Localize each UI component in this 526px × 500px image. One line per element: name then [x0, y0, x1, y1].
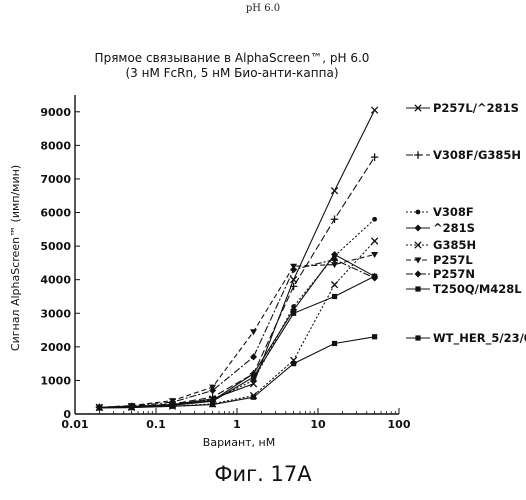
- legend-label: T250Q/M428L: [433, 282, 522, 296]
- legend-label: G385H: [433, 238, 476, 252]
- data-point: [250, 353, 257, 360]
- data-point: [291, 361, 296, 366]
- data-point: [251, 374, 256, 379]
- y-tick-label: 3000: [40, 307, 71, 320]
- legend-label: V308F: [433, 205, 474, 219]
- y-tick-label: 7000: [40, 173, 71, 186]
- data-point: [372, 274, 377, 279]
- data-point: [332, 294, 337, 299]
- legend-item: P257L: [406, 253, 473, 267]
- figure-caption: Фиг. 17А: [0, 462, 526, 486]
- data-point: [332, 341, 337, 346]
- data-point: [371, 252, 378, 258]
- chart-title-line1: Прямое связывание в AlphaScreen™, pH 6.0: [95, 51, 370, 65]
- legend-marker: [415, 271, 422, 278]
- y-tick-label: 6000: [40, 207, 71, 220]
- series-3: [97, 217, 377, 410]
- data-point: [250, 329, 257, 335]
- legend-item: P257N: [406, 267, 475, 281]
- chart-title-line2: (3 нМ FcRn, 5 нМ Био-анти-каппа): [125, 66, 338, 80]
- x-tick-label: 10: [310, 418, 326, 431]
- x-axis-label: Вариант, нМ: [203, 436, 275, 449]
- data-point: [129, 405, 134, 410]
- legend-item: WT_HER_5/23/05: [406, 331, 526, 346]
- data-point: [97, 405, 102, 410]
- y-tick-label: 4000: [40, 274, 71, 287]
- x-tick-label: 1: [233, 418, 241, 431]
- legend-item: T250Q/M428L: [406, 282, 522, 296]
- data-point: [372, 334, 377, 339]
- x-tick-label: 0.01: [61, 418, 88, 431]
- series-7: [96, 256, 378, 411]
- data-point: [371, 153, 378, 160]
- data-point: [291, 311, 296, 316]
- legend-item: P257L/^281S: [406, 101, 519, 115]
- data-point: [371, 107, 377, 113]
- legend-item: V308F: [406, 205, 474, 219]
- series-line: [99, 255, 374, 408]
- data-point: [331, 216, 338, 223]
- x-tick-label: 100: [388, 418, 411, 431]
- series-9: [97, 334, 377, 410]
- x-tick-label: 0.1: [146, 418, 166, 431]
- legend: P257L/^281SV308F/G385HV308F^281SG385HP25…: [406, 101, 526, 346]
- legend-label: WT_HER_5/23/05: [433, 331, 526, 346]
- data-point: [210, 402, 215, 407]
- data-point: [290, 266, 297, 273]
- data-point: [290, 283, 297, 290]
- legend-item: ^281S: [406, 221, 475, 235]
- y-tick-label: 8000: [40, 139, 71, 152]
- data-point: [372, 217, 377, 222]
- series-line: [99, 219, 374, 407]
- legend-item: G385H: [406, 238, 476, 252]
- axes: 01000200030004000500060007000800090000.0…: [40, 95, 410, 431]
- legend-marker: [414, 151, 421, 158]
- legend-marker: [416, 210, 421, 215]
- data-point: [251, 395, 256, 400]
- legend-label: P257L/^281S: [433, 101, 519, 115]
- legend-label: ^281S: [433, 221, 475, 235]
- series-line: [99, 337, 374, 408]
- legend-label: P257L: [433, 253, 473, 267]
- data-point: [331, 282, 337, 288]
- y-tick-label: 9000: [40, 106, 71, 119]
- legend-label: V308F/G385H: [433, 148, 521, 162]
- data-point: [170, 404, 175, 409]
- y-tick-label: 1000: [40, 374, 71, 387]
- y-axis-label: Сигнал AlphaScreen™ (имп/мин): [9, 165, 22, 351]
- series-layer: [96, 107, 379, 411]
- data-point: [371, 238, 377, 244]
- y-tick-label: 5000: [40, 240, 71, 253]
- legend-marker: [415, 286, 420, 291]
- legend-item: V308F/G385H: [406, 148, 521, 162]
- y-tick-label: 2000: [40, 341, 71, 354]
- legend-marker: [415, 335, 420, 340]
- legend-marker: [415, 225, 422, 232]
- legend-label: P257N: [433, 267, 475, 281]
- data-point: [331, 188, 337, 194]
